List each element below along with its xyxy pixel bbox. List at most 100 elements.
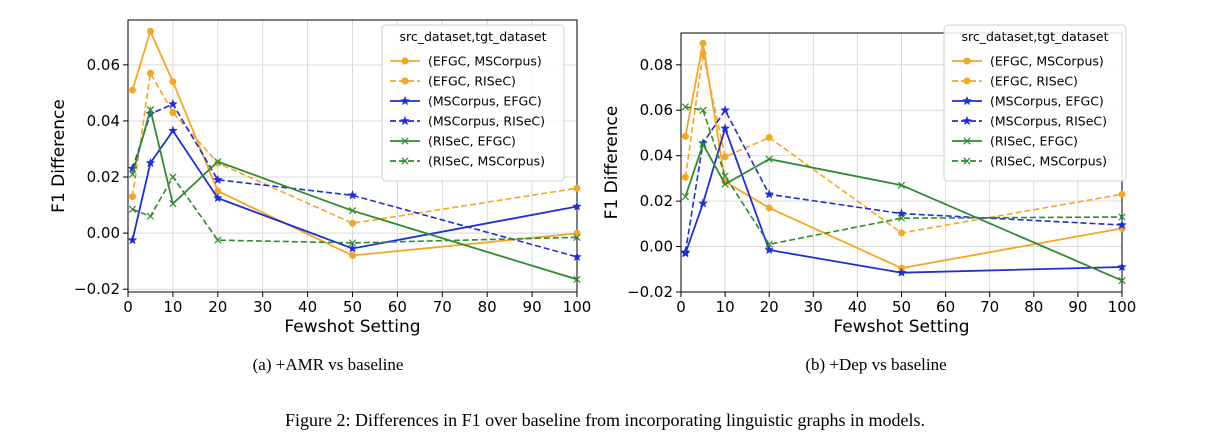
data-point	[681, 103, 690, 111]
data-point	[128, 86, 136, 94]
legend-box	[943, 24, 1127, 182]
x-axis-label: Fewshot Setting	[284, 317, 420, 337]
series-line	[684, 43, 1123, 270]
data-point	[573, 229, 581, 237]
legend-marker	[401, 137, 409, 145]
legend-label: (RISeC, EFGC)	[428, 134, 516, 149]
data-point	[349, 252, 356, 260]
legend-marker	[962, 115, 972, 126]
data-point	[699, 106, 707, 114]
data-point	[1117, 219, 1127, 230]
series-line	[131, 70, 578, 225]
legend-label: (EFGC, RISeC)	[428, 74, 516, 89]
data-point	[896, 208, 907, 218]
data-point	[765, 240, 773, 248]
data-point	[167, 98, 178, 109]
legend-label: (MSCorpus, EFGC)	[428, 94, 542, 109]
data-point	[680, 247, 691, 257]
data-point	[573, 233, 581, 241]
data-point	[214, 157, 222, 166]
legend-marker	[400, 95, 410, 106]
data-point	[720, 123, 731, 133]
data-point	[699, 140, 707, 148]
y-tick-label: 0.06	[87, 56, 120, 74]
series-4	[128, 106, 581, 284]
legend-marker	[962, 95, 972, 106]
x-tick-label: 10	[716, 298, 735, 316]
x-tick-label: 90	[523, 298, 542, 316]
x-tick-label: 0	[676, 298, 686, 316]
data-point	[765, 204, 773, 212]
y-tick-label: 0.04	[640, 147, 673, 165]
data-point	[572, 201, 582, 211]
data-point	[721, 180, 729, 188]
y-axis-label: F1 Difference	[602, 106, 622, 220]
legend-label: (EFGC, RISeC)	[990, 74, 1078, 89]
data-point	[681, 132, 689, 140]
data-point	[127, 163, 138, 173]
series-2	[127, 125, 582, 253]
series-line	[131, 129, 578, 250]
y-tick-label: 0.02	[87, 168, 120, 186]
legend-title: src_dataset,tgt_dataset	[400, 29, 547, 44]
data-point	[897, 181, 906, 189]
legend-marker	[400, 115, 410, 126]
y-tick-label: 0.00	[87, 224, 120, 242]
data-point	[347, 190, 358, 200]
x-tick-label: 100	[563, 298, 592, 316]
legend-label: (RISeC, MSCorpus)	[428, 154, 545, 169]
x-tick-label: 30	[804, 298, 823, 316]
data-point	[146, 212, 155, 220]
legend-label: (EFGC, MSCorpus)	[990, 54, 1104, 69]
x-tick-label: 60	[936, 298, 955, 316]
figure-caption: Figure 2: Differences in F1 over baselin…	[285, 410, 925, 430]
legend-title: src_dataset,tgt_dataset	[962, 29, 1109, 44]
legend-marker	[963, 157, 971, 165]
data-point	[212, 174, 223, 185]
data-point	[573, 275, 581, 284]
legend-label: (RISeC, EFGC)	[990, 134, 1078, 149]
legend-label: (EFGC, MSCorpus)	[428, 54, 542, 69]
data-point	[169, 109, 177, 117]
legend-marker	[401, 77, 409, 85]
data-point	[720, 105, 731, 115]
legend: src_dataset,tgt_dataset (EFGC, MSCorpus) (…	[943, 24, 1127, 182]
x-tick-label: 40	[298, 298, 317, 316]
series-1	[681, 49, 1126, 237]
series-line	[131, 106, 578, 281]
data-point	[699, 39, 707, 47]
data-point	[699, 49, 707, 57]
series-line	[132, 175, 578, 244]
y-tick-label: 0.04	[87, 112, 120, 130]
data-point	[1117, 261, 1127, 272]
data-point	[721, 172, 729, 180]
legend: src_dataset,tgt_dataset (EFGC, MSCorpus) (…	[381, 24, 565, 182]
y-tick-label: 0.08	[640, 56, 673, 74]
data-point	[127, 234, 138, 245]
data-point	[212, 192, 223, 203]
legend-label: (MSCorpus, RISeC)	[428, 114, 545, 129]
data-point	[128, 193, 136, 201]
series-5	[128, 173, 581, 247]
x-axis-label: Fewshot Setting	[833, 317, 969, 337]
y-axis-label: F1 Difference	[49, 99, 69, 213]
data-point	[1118, 277, 1126, 285]
series-line	[684, 142, 1123, 282]
x-tick-label: 70	[433, 298, 452, 316]
series-line	[131, 28, 578, 257]
data-point	[896, 267, 907, 277]
data-point	[764, 244, 775, 255]
y-tick-label: 0.00	[640, 238, 673, 256]
series-line	[684, 53, 1123, 234]
data-point	[765, 155, 773, 163]
data-point	[146, 27, 154, 35]
legend-label: (RISeC, MSCorpus)	[990, 154, 1107, 169]
x-tick-label: 0	[123, 298, 133, 316]
x-tick-label: 100	[1108, 298, 1137, 316]
series-line	[684, 125, 1123, 274]
data-point	[1118, 213, 1126, 221]
data-point	[214, 236, 222, 244]
x-tick-label: 30	[253, 298, 272, 316]
x-tick-label: 70	[980, 298, 999, 316]
